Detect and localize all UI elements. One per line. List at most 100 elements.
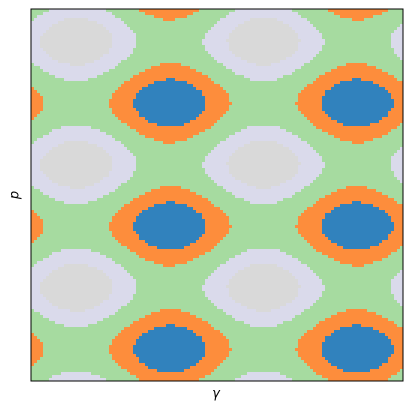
contour-cell: [37, 114, 115, 117]
contour-cell: [190, 120, 217, 123]
contour-cell: [136, 108, 205, 111]
contour-cell: [31, 210, 34, 213]
contour-cell: [283, 21, 310, 24]
contour-cell: [121, 264, 163, 267]
contour-cell: [103, 72, 139, 75]
contour-cell: [391, 291, 403, 294]
contour-cell: [205, 156, 229, 159]
contour-cell: [319, 75, 394, 78]
contour-cell: [52, 24, 103, 27]
contour-cell: [121, 183, 217, 186]
contour-cell: [235, 300, 292, 303]
contour-cell: [112, 279, 136, 282]
contour-cell: [388, 132, 403, 135]
contour-cell: [31, 108, 43, 111]
contour-cell: [322, 348, 394, 351]
contour-cell: [391, 282, 403, 285]
contour-cell: [247, 372, 280, 375]
contour-cell: [313, 180, 400, 183]
contour-cell: [115, 237, 139, 240]
contour-cell: [109, 315, 145, 318]
contour-cell: [307, 264, 352, 267]
contour-cell: [40, 288, 112, 291]
contour-cell: [214, 246, 313, 249]
contour-cell: [145, 192, 196, 195]
contour-cell: [154, 138, 187, 141]
contour-cell: [43, 96, 112, 99]
contour-cell: [115, 360, 139, 363]
contour-cell: [382, 117, 403, 120]
contour-cell: [316, 78, 352, 81]
contour-cell: [139, 114, 199, 117]
contour-cell: [202, 339, 229, 342]
contour-cell: [109, 48, 133, 51]
contour-cell: [43, 219, 112, 222]
contour-cell: [304, 360, 328, 363]
contour-cell: [235, 9, 292, 12]
contour-cell: [154, 15, 187, 18]
contour-cell: [208, 276, 232, 279]
contour-cell: [346, 309, 367, 312]
contour-cell: [382, 192, 403, 195]
contour-cell: [31, 309, 34, 312]
contour-cell: [337, 312, 376, 315]
contour-cell: [214, 180, 241, 183]
x-axis-label: γ: [212, 387, 221, 402]
contour-cell: [127, 123, 157, 126]
contour-cell: [40, 291, 112, 294]
contour-cell: [112, 135, 145, 138]
contour-cell: [289, 24, 313, 27]
contour-cell: [280, 60, 310, 63]
contour-cell: [106, 255, 139, 258]
contour-cell: [286, 57, 313, 60]
contour-cell: [286, 180, 313, 183]
contour-cell: [391, 354, 403, 357]
contour-cell: [31, 24, 52, 27]
contour-cell: [133, 51, 208, 54]
contour-cell: [229, 294, 298, 297]
contour-cell: [43, 294, 109, 297]
contour-cell: [373, 204, 403, 207]
contour-cell: [229, 48, 298, 51]
contour-cell: [139, 255, 199, 258]
contour-cell: [394, 171, 403, 174]
contour-cell: [187, 261, 226, 264]
contour-cell: [145, 12, 193, 15]
contour-cell: [157, 123, 184, 126]
contour-cell: [31, 69, 43, 72]
contour-cell: [400, 303, 403, 306]
contour-cell: [220, 363, 307, 366]
contour-cell: [97, 21, 124, 24]
contour-cell: [109, 276, 133, 279]
contour-cell: [31, 57, 52, 60]
contour-cell: [112, 291, 136, 294]
contour-cell: [217, 243, 310, 246]
contour-cell: [31, 246, 127, 249]
contour-cell: [115, 114, 139, 117]
contour-cell: [334, 330, 379, 333]
contour-cell: [226, 66, 301, 69]
contour-cell: [319, 30, 394, 33]
contour-cell: [124, 327, 154, 330]
contour-cell: [295, 153, 319, 156]
contour-cell: [286, 375, 322, 378]
contour-cell: [229, 135, 298, 138]
contour-cell: [361, 201, 397, 204]
contour-cell: [121, 366, 148, 369]
contour-cell: [211, 324, 250, 327]
contour-cell: [391, 375, 403, 378]
contour-cell: [220, 141, 250, 144]
contour-cell: [97, 144, 124, 147]
contour-cell: [37, 90, 115, 93]
contour-cell: [151, 189, 190, 192]
contour-cell: [199, 378, 235, 381]
contour-cell: [388, 357, 403, 360]
contour-cell: [196, 192, 232, 195]
contour-cell: [382, 363, 403, 366]
contour-cell: [214, 57, 241, 60]
contour-cell: [292, 195, 325, 198]
contour-cell: [133, 153, 208, 156]
contour-cell: [127, 180, 214, 183]
contour-cell: [40, 36, 112, 39]
